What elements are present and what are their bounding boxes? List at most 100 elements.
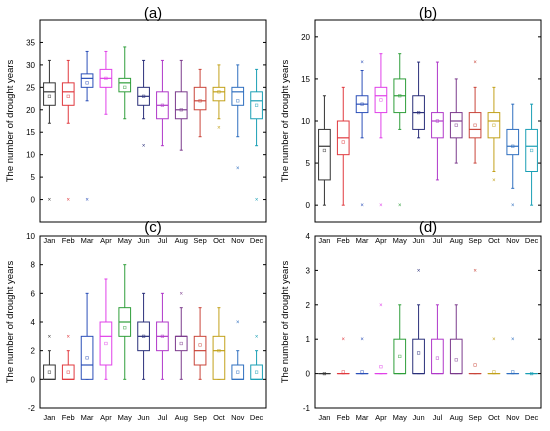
panel-label: (a) <box>144 5 162 22</box>
outlier-marker: × <box>360 60 364 66</box>
outlier-marker: × <box>66 334 70 340</box>
box-iqr <box>469 113 481 138</box>
box-iqr <box>175 92 187 119</box>
box-sep <box>194 69 206 136</box>
box-iqr <box>119 78 131 91</box>
box-iqr <box>450 339 462 373</box>
outlier-marker: × <box>66 198 70 204</box>
box-iqr <box>488 113 500 138</box>
outlier-marker: × <box>492 337 496 343</box>
box-aug: × <box>175 291 187 379</box>
x-tick-label: Feb <box>62 236 75 245</box>
x-tick-label: Oct <box>213 413 226 422</box>
y-tick-label: 4 <box>31 318 36 327</box>
x-tick-label: Aug <box>175 413 188 422</box>
mean-marker <box>511 371 514 374</box>
box-jun: × <box>413 268 425 373</box>
y-tick-label: 3 <box>306 266 311 275</box>
y-tick-label: 35 <box>26 38 35 47</box>
x-tick-label: Aug <box>450 413 463 422</box>
y-tick-label: 15 <box>301 75 310 84</box>
outlier-marker: × <box>85 198 89 204</box>
x-tick-label: Dec <box>250 236 264 245</box>
box-jul <box>432 305 444 374</box>
y-axis-label: The number of drought years <box>280 59 291 182</box>
box-jun <box>413 62 425 138</box>
box-feb: × <box>62 334 74 379</box>
y-tick-label: 0 <box>31 375 36 384</box>
y-axis-label: The number of drought years <box>5 59 16 182</box>
box-iqr <box>319 129 331 180</box>
x-tick-label: Dec <box>525 413 539 422</box>
box-mar: × <box>81 51 93 203</box>
box-may <box>119 265 131 380</box>
box-sep <box>194 308 206 380</box>
x-tick-label: Jan <box>43 236 55 245</box>
y-tick-label: 5 <box>31 173 36 182</box>
outlier-marker: × <box>511 203 515 209</box>
x-tick-label: Feb <box>62 413 75 422</box>
outlier-marker: × <box>255 334 259 340</box>
box-iqr <box>44 83 56 105</box>
x-tick-label: Jun <box>138 413 150 422</box>
box-iqr <box>81 336 93 379</box>
outlier-marker: × <box>473 268 477 274</box>
box-aug <box>450 79 462 163</box>
x-tick-label: Sep <box>193 236 206 245</box>
box-dec <box>526 372 538 375</box>
box-dec <box>526 104 538 205</box>
box-iqr <box>213 87 225 100</box>
box-sep: × <box>469 60 481 163</box>
panel-d: (d)The number of drought years-101234Jan… <box>280 219 541 422</box>
box-iqr <box>251 92 263 119</box>
y-tick-label: 20 <box>301 33 310 42</box>
box-may: × <box>394 54 406 210</box>
box-iqr <box>507 129 519 154</box>
y-tick-label: 5 <box>306 159 311 168</box>
box-iqr <box>213 336 225 379</box>
x-tick-label: Jul <box>433 413 443 422</box>
x-tick-label: Mar <box>81 236 94 245</box>
x-tick-label: Mar <box>356 236 369 245</box>
plot-frame <box>315 236 541 408</box>
box-iqr <box>175 336 187 350</box>
outlier-marker: × <box>398 203 402 209</box>
box-feb: × <box>62 60 74 203</box>
mean-marker <box>380 365 383 368</box>
box-iqr <box>375 87 387 112</box>
box-sep: × <box>469 268 481 373</box>
outlier-marker: × <box>417 268 421 274</box>
box-jul <box>157 293 169 379</box>
outlier-marker: × <box>142 144 146 150</box>
x-tick-label: Nov <box>506 413 520 422</box>
y-tick-label: 10 <box>26 232 35 241</box>
box-apr <box>100 279 112 379</box>
y-tick-label: 2 <box>31 347 36 356</box>
x-tick-label: Jul <box>433 236 443 245</box>
y-tick-label: 0 <box>31 196 36 205</box>
box-iqr <box>62 365 74 379</box>
panel-label: (b) <box>419 5 437 22</box>
outlier-marker: × <box>379 203 383 209</box>
y-axis-label: The number of drought years <box>5 260 16 383</box>
outlier-marker: × <box>236 320 240 326</box>
outlier-marker: × <box>255 198 259 204</box>
x-tick-label: May <box>393 236 407 245</box>
outlier-marker: × <box>473 60 477 66</box>
y-tick-label: 1 <box>306 335 311 344</box>
box-feb <box>337 87 349 205</box>
box-nov: × <box>507 104 519 209</box>
outlier-marker: × <box>492 178 496 184</box>
y-tick-label: 2 <box>306 301 311 310</box>
x-tick-label: Apr <box>375 236 387 245</box>
x-tick-label: Oct <box>488 413 501 422</box>
y-axis-label: The number of drought years <box>280 260 291 383</box>
panel-c: (c)The number of drought years-20246810×… <box>5 219 266 422</box>
box-oct: × <box>488 337 500 373</box>
box-dec: × <box>251 334 263 379</box>
x-tick-label: Nov <box>231 413 245 422</box>
x-tick-label: Mar <box>356 413 369 422</box>
x-tick-label: Apr <box>100 413 112 422</box>
box-nov: × <box>232 65 244 172</box>
